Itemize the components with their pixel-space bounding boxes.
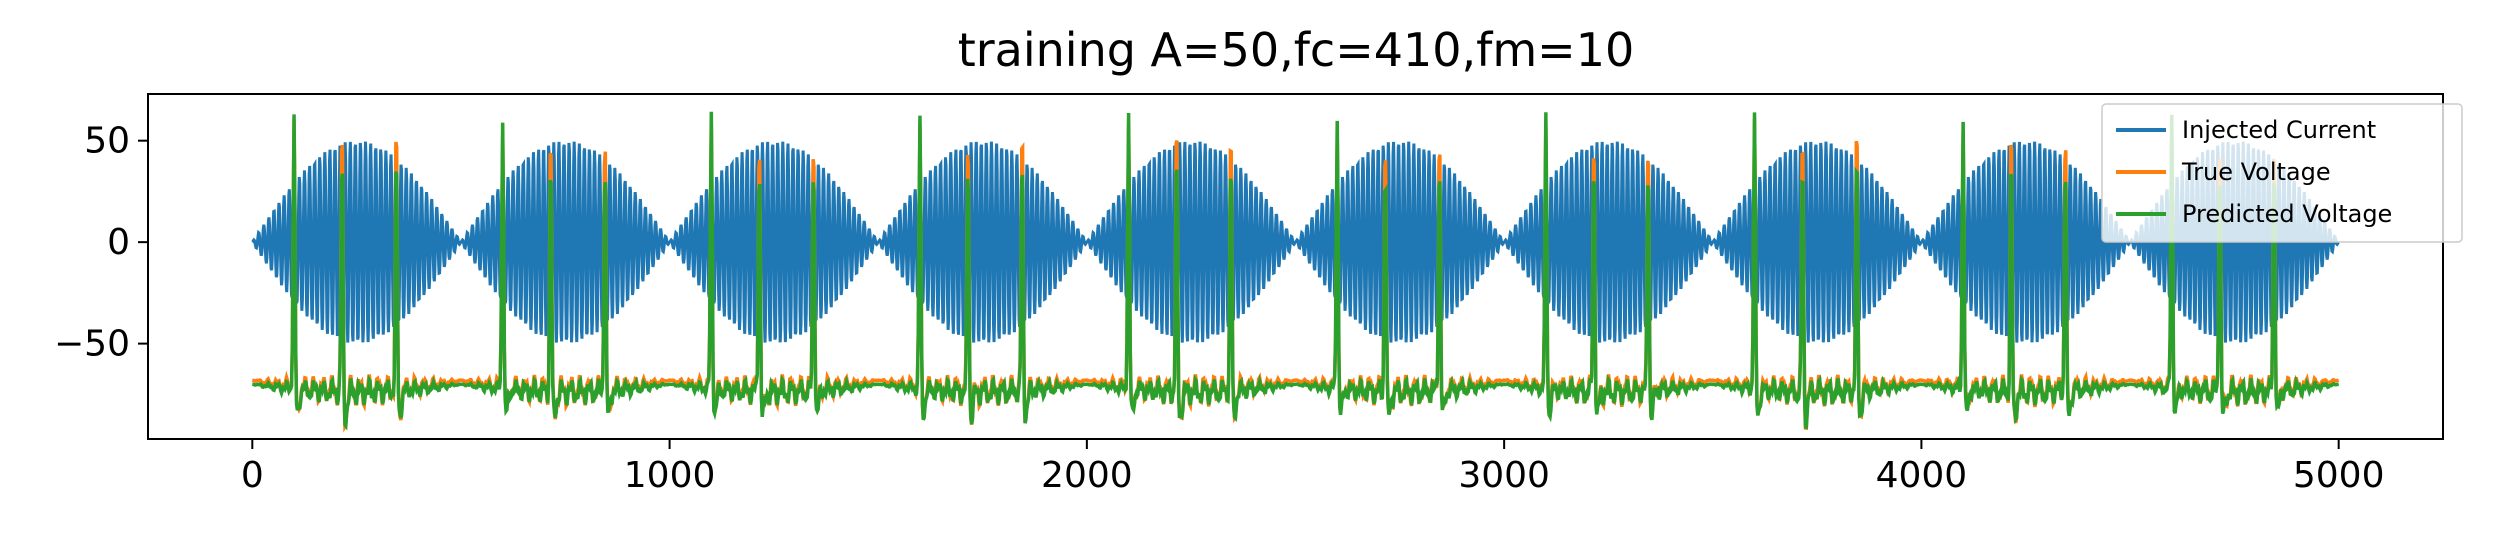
legend-label-true-voltage: True Voltage	[2181, 158, 2331, 186]
legend: Injected Current True Voltage Predicted …	[2101, 103, 2463, 243]
y-tick-label: 50	[84, 121, 130, 162]
axis-ticks: 0 1000 2000 3000 4000 5000 50 0 −50	[54, 121, 2384, 496]
series-line-predicted-voltage	[252, 111, 2339, 431]
x-tick-label: 4000	[1876, 455, 1968, 496]
legend-box	[2101, 103, 2463, 243]
axes-frame	[147, 93, 2444, 440]
x-tick-label: 3000	[1458, 455, 1550, 496]
y-tick-label: −50	[54, 324, 130, 365]
x-tick-label: 1000	[624, 455, 716, 496]
x-tick-label: 0	[241, 455, 264, 496]
legend-label-injected-current: Injected Current	[2182, 116, 2376, 144]
chart-title: training A=50,fc=410,fm=10	[958, 23, 1635, 77]
x-tick-label: 2000	[1041, 455, 1133, 496]
plot-area	[251, 111, 2340, 433]
y-tick-label: 0	[107, 222, 130, 263]
series-line-injected-current	[251, 141, 2340, 343]
legend-label-predicted-voltage: Predicted Voltage	[2182, 200, 2392, 228]
x-tick-label: 5000	[2293, 455, 2385, 496]
